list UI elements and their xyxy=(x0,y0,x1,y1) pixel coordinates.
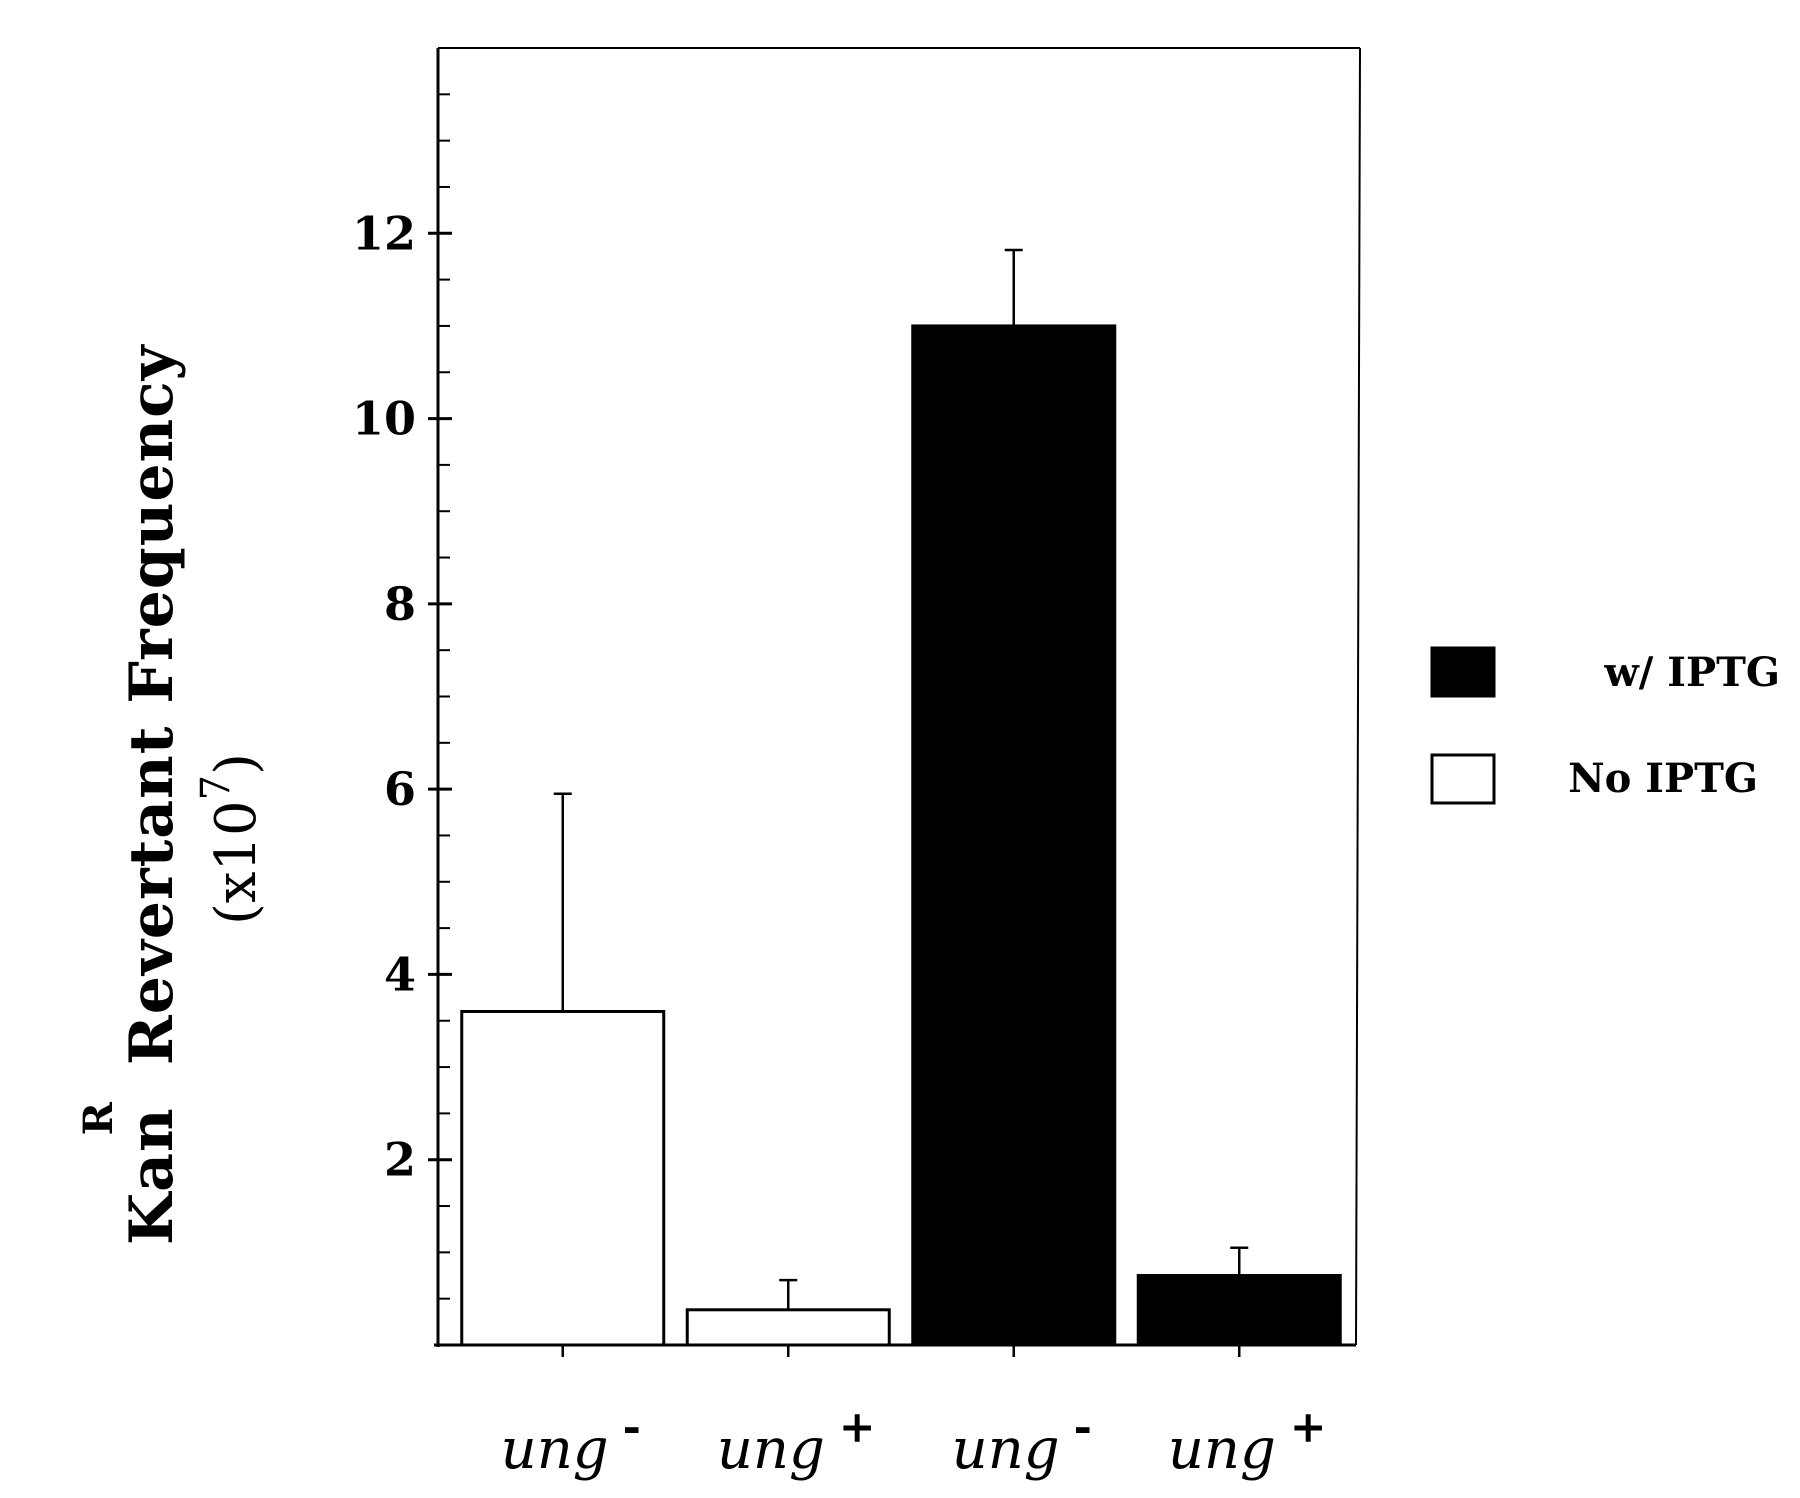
x-category-label: ung - xyxy=(501,1402,641,1482)
x-category-base: ung xyxy=(717,1417,825,1482)
y-axis-unit-open: (x10 xyxy=(204,800,269,925)
x-category-sup: - xyxy=(623,1402,641,1453)
y-axis-title-superscript: R xyxy=(75,1101,122,1135)
y-axis-unit: (x107) xyxy=(193,753,269,925)
x-category-label: ung - xyxy=(952,1402,1092,1482)
x-category-sup: + xyxy=(1290,1402,1327,1453)
y-tick-label: 6 xyxy=(384,762,416,816)
y-axis-title: KanR Revertant Frequency xyxy=(75,343,187,1245)
right-border-line xyxy=(1355,47,1361,1346)
legend-swatch xyxy=(1430,646,1496,698)
x-category-label: ung + xyxy=(1168,1402,1327,1482)
y-tick-label: 8 xyxy=(384,577,416,631)
legend-label: w/ IPTG xyxy=(1603,649,1780,696)
legend: w/ IPTG No IPTG xyxy=(1430,646,1780,805)
y-axis-ticks: 2 4 6 8 10 12 xyxy=(352,47,452,1300)
bar xyxy=(460,1009,666,1347)
y-tick-label: 10 xyxy=(352,392,416,446)
bar xyxy=(911,324,1117,1347)
x-category-sup: - xyxy=(1074,1402,1092,1453)
x-category-sup: + xyxy=(839,1402,876,1453)
y-tick-label: 2 xyxy=(384,1133,416,1187)
x-axis-category-labels: ung - ung + ung - ung + xyxy=(501,1345,1327,1482)
y-axis-title-base: Kan xyxy=(117,1107,187,1245)
bar xyxy=(685,1308,891,1347)
bar xyxy=(1136,1274,1342,1347)
x-category-base: ung xyxy=(501,1417,609,1482)
y-axis-unit-exp: 7 xyxy=(193,775,239,800)
x-category-base: ung xyxy=(952,1417,1060,1482)
bars xyxy=(460,248,1342,1347)
y-tick-label: 12 xyxy=(352,206,416,260)
legend-label: No IPTG xyxy=(1568,755,1758,802)
y-tick-label: 4 xyxy=(384,947,416,1001)
y-axis-unit-text: (x107) xyxy=(193,753,269,925)
x-category-label: ung + xyxy=(717,1402,876,1482)
y-axis-label: KanRRevertant Frequency (x107) xyxy=(75,343,269,1245)
y-axis-title-rest: Revertant Frequency xyxy=(117,343,187,1065)
x-category-base: ung xyxy=(1168,1417,1276,1482)
y-axis-title-text: KanR Revertant Frequency xyxy=(75,343,187,1245)
legend-swatch xyxy=(1430,753,1496,805)
y-axis-unit-close: ) xyxy=(204,753,269,775)
